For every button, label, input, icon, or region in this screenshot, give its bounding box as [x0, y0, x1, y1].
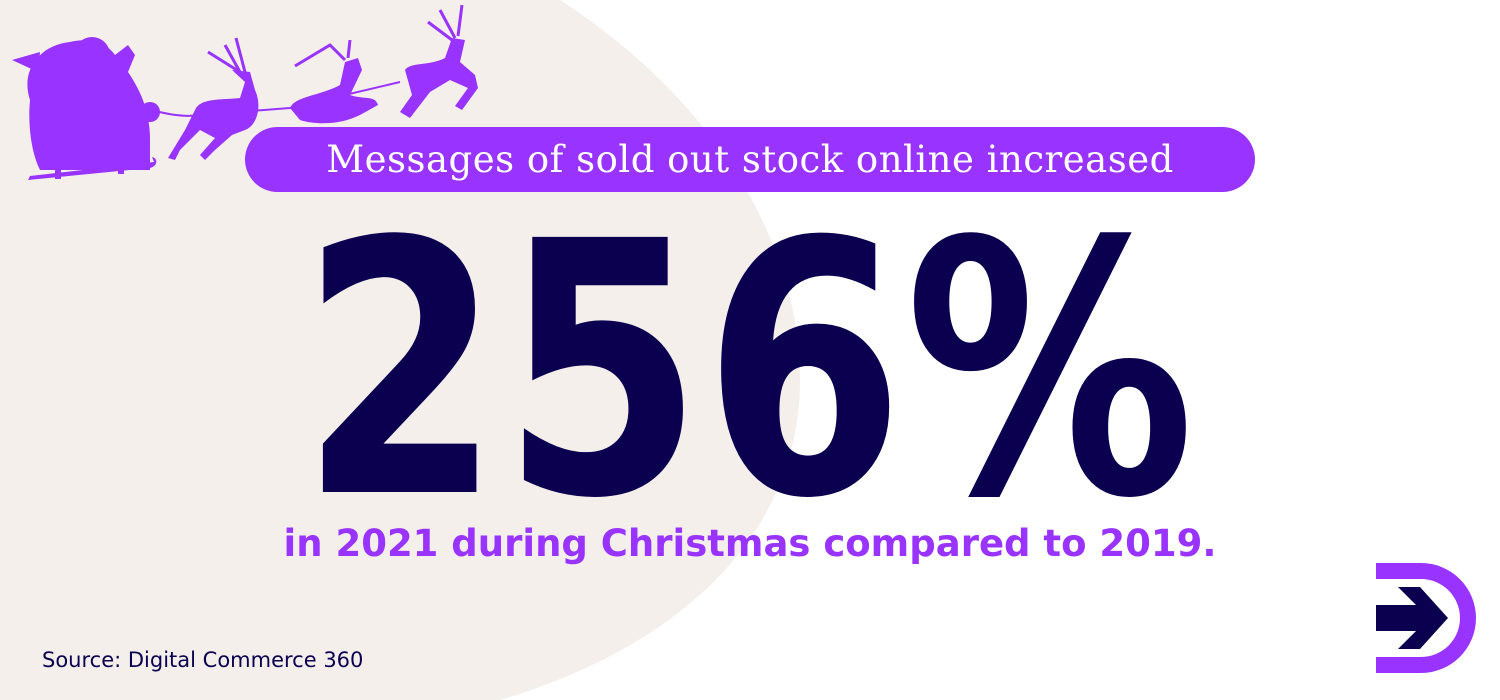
source-citation: Source: Digital Commerce 360	[42, 648, 364, 672]
santa-sleigh-icon	[12, 4, 478, 180]
brand-logo-icon	[1376, 563, 1476, 673]
stat-value-text: 256%	[300, 210, 1195, 510]
subtitle: in 2021 during Christmas compared to 201…	[283, 522, 1217, 565]
headline-pill: Messages of sold out stock online increa…	[245, 127, 1255, 192]
stat-value: 256%	[300, 210, 1195, 510]
headline-text: Messages of sold out stock online increa…	[326, 138, 1174, 181]
